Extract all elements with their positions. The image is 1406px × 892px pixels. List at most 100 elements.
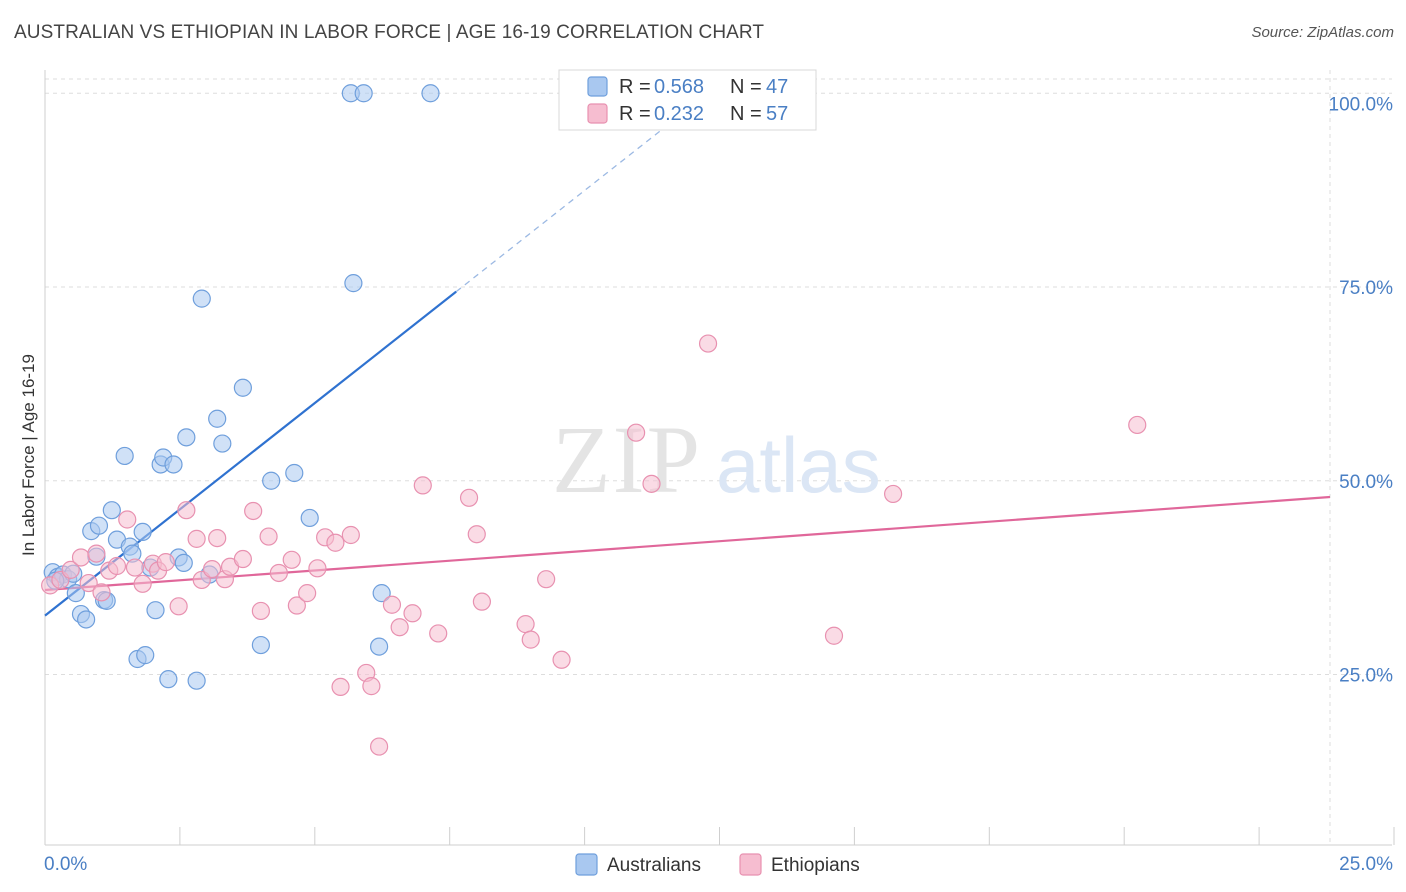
data-point-ethiopians	[282, 550, 301, 569]
data-point-ethiopians	[87, 544, 106, 563]
data-point-ethiopians	[287, 596, 306, 615]
data-point-australians	[136, 646, 155, 665]
legend-swatch-ethiopians	[587, 103, 608, 124]
data-point-ethiopians	[92, 583, 111, 602]
data-point-australians	[115, 446, 134, 466]
data-point-ethiopians	[403, 604, 422, 623]
data-point-australians	[213, 434, 232, 453]
data-point-ethiopians	[698, 334, 718, 353]
data-point-ethiopians	[537, 570, 556, 589]
data-point-ethiopians	[202, 559, 222, 579]
data-point-australians	[177, 428, 196, 447]
data-point-australians	[187, 671, 206, 690]
series-legend: Australians Ethiopians	[575, 853, 860, 876]
data-point-ethiopians	[341, 525, 360, 545]
legend-r-label: R =	[619, 103, 651, 125]
legend-n-label: N =	[730, 76, 762, 98]
data-point-australians	[354, 84, 373, 103]
source-label: Source: ZipAtlas.com	[1251, 24, 1394, 41]
data-point-ethiopians	[233, 549, 252, 569]
legend-r-label: R =	[619, 76, 651, 98]
data-point-ethiopians	[472, 592, 491, 611]
data-point-ethiopians	[79, 573, 98, 593]
data-point-ethiopians	[125, 558, 145, 577]
data-points	[41, 84, 1147, 756]
data-point-ethiopians	[251, 601, 270, 621]
data-point-ethiopians	[390, 618, 409, 637]
data-point-ethiopians	[467, 525, 486, 544]
data-point-ethiopians	[71, 548, 91, 567]
data-point-australians	[77, 610, 96, 629]
legend-n-label: N =	[730, 103, 762, 125]
data-point-australians	[159, 670, 178, 689]
y-tick-label: 25.0%	[1339, 666, 1393, 687]
legend-r-value-australians: 0.568	[654, 76, 704, 98]
data-point-ethiopians	[362, 677, 381, 696]
data-point-ethiopians	[298, 584, 317, 603]
data-point-ethiopians	[169, 597, 188, 616]
data-point-ethiopians	[156, 553, 175, 572]
data-point-ethiopians	[521, 630, 540, 649]
data-point-ethiopians	[118, 510, 137, 529]
data-point-ethiopians	[824, 626, 844, 645]
data-point-australians	[372, 584, 391, 603]
bottom-legend-swatch-australians	[575, 853, 598, 876]
y-tick-label: 100.0%	[1329, 94, 1394, 115]
data-point-ethiopians	[642, 474, 661, 493]
legend-n-value-australians: 47	[766, 76, 788, 98]
data-point-australians	[146, 601, 165, 620]
bottom-legend-swatch-ethiopians	[739, 853, 762, 876]
data-point-ethiopians	[370, 737, 389, 756]
watermark-atlas: atlas	[716, 421, 881, 509]
watermark-zip: ZIP	[552, 406, 702, 513]
data-point-ethiopians	[552, 650, 571, 669]
data-point-australians	[233, 378, 252, 397]
bottom-legend-label-ethiopians: Ethiopians	[771, 855, 860, 876]
data-point-ethiopians	[61, 560, 80, 579]
data-point-australians	[421, 84, 440, 103]
data-point-ethiopians	[382, 595, 402, 614]
x-tick-label: 25.0%	[1339, 854, 1393, 875]
data-point-australians	[370, 637, 389, 656]
data-point-ethiopians	[1128, 415, 1147, 435]
data-point-australians	[133, 522, 152, 542]
y-axis-title: In Labor Force | Age 16-19	[19, 354, 38, 556]
data-point-australians	[66, 584, 85, 603]
trend-line-ethiopians	[44, 495, 1331, 592]
chart-title: AUSTRALIAN VS ETHIOPIAN IN LABOR FORCE |…	[14, 22, 765, 43]
stats-legend: R = 0.568 N = 47 R = 0.232 N = 57	[558, 69, 817, 131]
data-point-australians	[174, 553, 193, 573]
trend-lines	[44, 104, 1331, 617]
data-point-ethiopians	[107, 556, 127, 576]
data-point-ethiopians	[429, 624, 448, 643]
data-point-australians	[192, 289, 211, 308]
legend-swatch-australians	[587, 76, 608, 97]
data-point-ethiopians	[626, 423, 646, 442]
data-point-ethiopians	[331, 677, 350, 697]
y-tick-label: 50.0%	[1339, 472, 1393, 493]
data-point-ethiopians	[516, 615, 535, 634]
trend-line-australians-extension	[455, 104, 694, 293]
data-point-ethiopians	[269, 563, 288, 583]
data-point-australians	[164, 455, 183, 474]
data-point-ethiopians	[259, 527, 278, 546]
data-point-ethiopians	[187, 529, 206, 548]
data-point-ethiopians	[208, 528, 227, 548]
x-tick-label: 0.0%	[44, 854, 87, 875]
data-point-ethiopians	[459, 488, 479, 507]
watermark: ZIP atlas	[552, 406, 881, 513]
data-point-australians	[344, 274, 363, 293]
data-point-ethiopians	[177, 501, 196, 520]
data-point-australians	[300, 508, 319, 528]
data-point-ethiopians	[883, 484, 903, 504]
data-point-australians	[208, 409, 227, 428]
y-tick-label: 75.0%	[1339, 278, 1393, 299]
data-point-australians	[251, 635, 270, 655]
data-point-australians	[89, 516, 109, 535]
data-point-australians	[262, 471, 281, 490]
y-tick-labels: 25.0% 50.0% 75.0% 100.0%	[1329, 94, 1394, 686]
data-point-ethiopians	[413, 476, 432, 495]
legend-n-value-ethiopians: 57	[766, 103, 788, 125]
data-point-ethiopians	[326, 533, 345, 552]
